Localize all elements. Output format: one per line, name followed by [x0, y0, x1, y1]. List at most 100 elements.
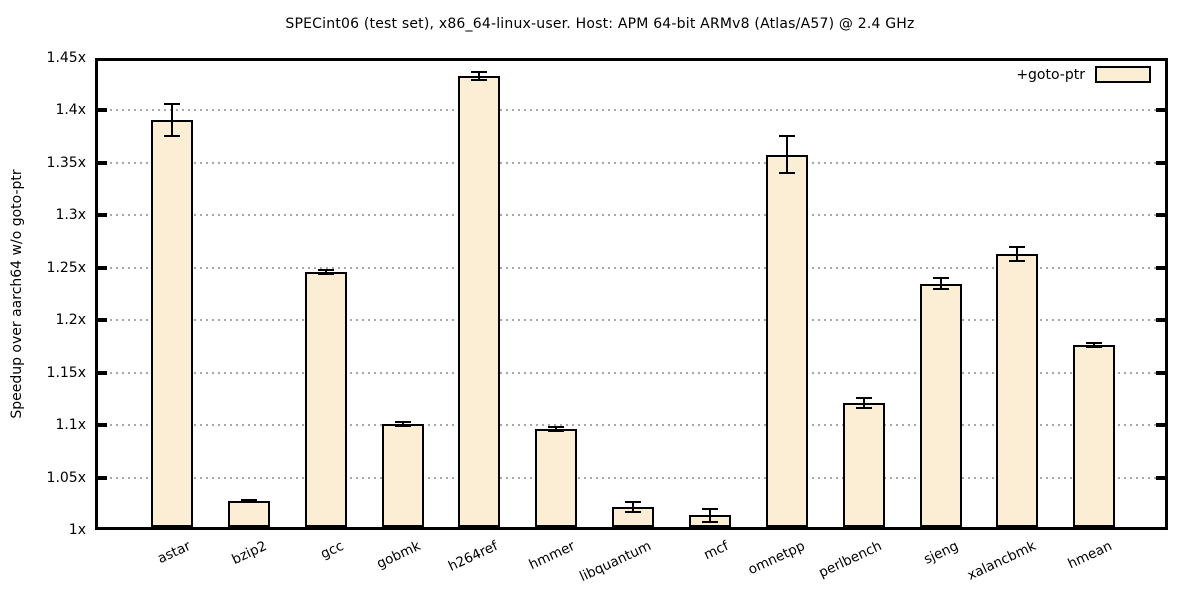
- bar-astar: [151, 119, 193, 527]
- error-bar-stem: [632, 501, 635, 513]
- y-tick-mark-right: [1156, 213, 1165, 218]
- error-bar-stem: [247, 499, 250, 502]
- gridline: [98, 476, 1165, 479]
- y-tick-mark-right: [1156, 160, 1165, 165]
- legend-label: +goto-ptr: [1016, 66, 1085, 83]
- bar-gobmk: [381, 424, 424, 527]
- error-bar-stem: [555, 427, 558, 432]
- bar-hmean: [1073, 345, 1116, 527]
- error-bar-cap-bottom: [317, 273, 334, 276]
- x-tick-label: hmean: [1065, 538, 1115, 573]
- gridline: [98, 214, 1165, 217]
- error-bar-stem: [478, 71, 481, 81]
- x-tick-label: gobmk: [374, 538, 424, 573]
- y-tick-label: 1.35x: [46, 154, 86, 171]
- error-bar-cap-top: [471, 70, 488, 73]
- legend: +goto-ptr: [1016, 66, 1151, 83]
- bar-gcc: [304, 271, 347, 527]
- error-bar-cap-top: [778, 134, 795, 137]
- error-bar-cap-top: [240, 498, 257, 501]
- error-bar-cap-top: [548, 426, 565, 429]
- bar-xalancbmk: [996, 254, 1039, 527]
- bar-h264ref: [458, 75, 501, 527]
- error-bar-cap-top: [1009, 245, 1026, 248]
- y-tick-mark-left: [98, 213, 107, 218]
- y-tick-label: 1.15x: [46, 364, 86, 381]
- gridline: [98, 109, 1165, 112]
- x-tick-label: bzip2: [229, 538, 270, 568]
- y-tick-mark-right: [1156, 108, 1165, 113]
- error-bar-cap-bottom: [932, 287, 949, 290]
- error-bar-cap-bottom: [164, 134, 180, 137]
- error-bar-stem: [1093, 343, 1096, 348]
- chart-title: SPECint06 (test set), x86_64-linux-user.…: [285, 16, 915, 32]
- y-tick-mark-right: [1156, 423, 1165, 428]
- plot-area: +goto-ptr: [95, 58, 1168, 530]
- legend-swatch: [1095, 66, 1151, 83]
- error-bar-cap-bottom: [625, 511, 642, 514]
- x-tick-label: gcc: [318, 538, 347, 563]
- y-tick-label: 1.3x: [55, 207, 86, 224]
- y-tick-label: 1.05x: [46, 469, 86, 486]
- x-tick-label: libquantum: [577, 538, 654, 586]
- error-bar-stem: [401, 421, 404, 427]
- error-bar-stem: [862, 397, 865, 409]
- y-tick-mark-right: [1156, 370, 1165, 375]
- error-bar-cap-top: [625, 500, 642, 503]
- bar-perlbench: [842, 403, 885, 527]
- error-bar-cap-bottom: [1009, 260, 1026, 263]
- gridline: [98, 266, 1165, 269]
- y-tick-mark-left: [98, 160, 107, 165]
- y-tick-label: 1x: [68, 522, 86, 538]
- error-bar-cap-top: [317, 268, 334, 271]
- error-bar-cap-bottom: [1086, 346, 1103, 349]
- bar-sjeng: [919, 283, 962, 527]
- y-tick-mark-left: [98, 370, 107, 375]
- error-bar-cap-top: [164, 103, 180, 106]
- error-bar-cap-bottom: [471, 79, 488, 82]
- error-bar-cap-top: [701, 508, 718, 511]
- y-tick-mark-left: [98, 318, 107, 323]
- error-bar-cap-top: [855, 396, 872, 399]
- y-tick-mark-left: [98, 108, 107, 113]
- error-bar-cap-top: [1086, 342, 1103, 345]
- x-tick-label: hmmer: [526, 538, 578, 574]
- error-bar-stem: [708, 509, 711, 522]
- error-bar-cap-bottom: [548, 430, 565, 433]
- y-tick-label: 1.2x: [55, 312, 86, 329]
- error-bar-cap-bottom: [394, 425, 411, 428]
- gridline: [98, 161, 1165, 164]
- x-tick-label: xalancbmk: [964, 538, 1039, 584]
- y-tick-label: 1.25x: [46, 259, 86, 276]
- y-tick-label: 1.1x: [55, 417, 86, 434]
- y-tick-mark-left: [98, 475, 107, 480]
- x-tick-label: h264ref: [445, 538, 501, 575]
- y-tick-mark-left: [98, 265, 107, 270]
- error-bar-cap-bottom: [855, 407, 872, 410]
- error-bar-cap-bottom: [701, 520, 718, 523]
- gridline: [98, 319, 1165, 322]
- x-tick-label: perlbench: [816, 538, 885, 582]
- x-tick-label: astar: [154, 538, 193, 568]
- error-bar-cap-top: [932, 277, 949, 280]
- y-tick-mark-right: [1156, 318, 1165, 323]
- gridline: [98, 424, 1165, 427]
- error-bar-cap-bottom: [778, 172, 795, 175]
- error-bar-stem: [324, 269, 327, 275]
- error-bar-cap-bottom: [240, 500, 257, 503]
- error-bar-cap-top: [394, 420, 411, 423]
- error-bar-stem: [1016, 246, 1019, 262]
- error-bar-stem: [785, 135, 788, 174]
- error-bar-stem: [171, 104, 173, 136]
- x-tick-label: mcf: [700, 538, 731, 564]
- x-tick-label: omnetpp: [745, 538, 808, 579]
- y-tick-mark-right: [1156, 475, 1165, 480]
- bar-hmmer: [535, 429, 578, 527]
- x-tick-label: sjeng: [921, 538, 962, 568]
- bar-omnetpp: [765, 154, 808, 527]
- bar-bzip2: [227, 500, 270, 527]
- y-tick-label: 1.45x: [46, 50, 86, 66]
- gridline: [98, 371, 1165, 374]
- y-tick-label: 1.4x: [55, 102, 86, 119]
